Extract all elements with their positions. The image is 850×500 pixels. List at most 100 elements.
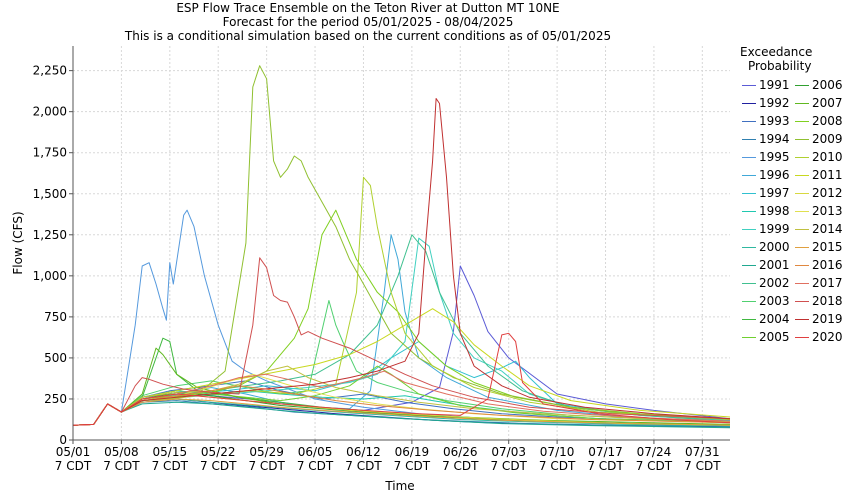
x-tick-sublabel: 7 CDT [152, 459, 189, 473]
x-tick-label: 05/22 [201, 445, 236, 459]
legend-label: 2012 [812, 186, 843, 200]
y-tick-label: 1,000 [33, 269, 67, 283]
legend-item-2013: 2013 [795, 202, 843, 220]
legend-label: 2014 [812, 222, 843, 236]
legend-label: 2020 [812, 330, 843, 344]
legend-swatch [742, 319, 756, 320]
legend-item-1996: 1996 [742, 166, 790, 184]
y-tick-label: 1,750 [33, 146, 67, 160]
y-axis-label: Flow (CFS) [11, 211, 25, 274]
y-tick-label: 0 [59, 433, 67, 447]
legend-label: 2005 [759, 330, 790, 344]
legend-item-1994: 1994 [742, 130, 790, 148]
legend-label: 1998 [759, 204, 790, 218]
x-tick-sublabel: 7 CDT [248, 459, 285, 473]
x-tick-sublabel: 7 CDT [636, 459, 673, 473]
x-tick-sublabel: 7 CDT [345, 459, 382, 473]
legend-item-2019: 2019 [795, 310, 843, 328]
legend-swatch [742, 85, 756, 86]
legend-label: 1996 [759, 168, 790, 182]
y-tick-label: 750 [44, 310, 67, 324]
legend-item-1997: 1997 [742, 184, 790, 202]
series-line-2018 [72, 257, 731, 426]
legend-swatch [795, 193, 809, 194]
legend-label: 2006 [812, 78, 843, 92]
legend-item-2006: 2006 [795, 76, 843, 94]
x-tick-label: 07/03 [491, 445, 526, 459]
legend-title-line-2: Probability [748, 59, 812, 73]
legend-label: 2015 [812, 240, 843, 254]
x-tick-label: 06/05 [298, 445, 333, 459]
legend-swatch [742, 157, 756, 158]
legend-item-2002: 2002 [742, 274, 790, 292]
series-line-1995 [72, 209, 731, 426]
legend-label: 2011 [812, 168, 843, 182]
y-tick-label: 250 [44, 392, 67, 406]
y-tick-label: 1,500 [33, 187, 67, 201]
y-tick-label: 2,000 [33, 105, 67, 119]
legend-swatch [795, 265, 809, 266]
legend-swatch [742, 103, 756, 104]
x-tick-label: 05/15 [153, 445, 188, 459]
x-tick-sublabel: 7 CDT [394, 459, 431, 473]
legend-item-2016: 2016 [795, 256, 843, 274]
legend-swatch [795, 175, 809, 176]
chart-series [72, 65, 731, 429]
y-tick-label: 2,250 [33, 64, 67, 78]
chart-title-line-3: This is a conditional simulation based o… [124, 29, 612, 43]
legend-swatch [742, 211, 756, 212]
legend-label: 1995 [759, 150, 790, 164]
y-tick-label: 1,250 [33, 228, 67, 242]
legend-item-2014: 2014 [795, 220, 843, 238]
legend-swatch [795, 301, 809, 302]
legend-swatch [795, 121, 809, 122]
legend-item-2005: 2005 [742, 328, 790, 346]
legend-item-2009: 2009 [795, 130, 843, 148]
legend-swatch [795, 283, 809, 284]
x-tick-label: 06/26 [443, 445, 478, 459]
legend-item-2007: 2007 [795, 94, 843, 112]
legend-label: 2013 [812, 204, 843, 218]
legend-label: 2000 [759, 240, 790, 254]
legend-label: 2016 [812, 258, 843, 272]
y-tick-label: 500 [44, 351, 67, 365]
legend-swatch [795, 247, 809, 248]
legend-swatch [742, 247, 756, 248]
x-tick-sublabel: 7 CDT [490, 459, 527, 473]
legend-label: 1999 [759, 222, 790, 236]
x-tick-label: 05/29 [249, 445, 284, 459]
x-tick-label: 05/01 [56, 445, 91, 459]
legend-item-2004: 2004 [742, 310, 790, 328]
legend-swatch [742, 301, 756, 302]
legend-label: 2007 [812, 96, 843, 110]
legend-swatch [795, 319, 809, 320]
legend-swatch [795, 337, 809, 338]
legend-label: 2001 [759, 258, 790, 272]
x-tick-sublabel: 7 CDT [103, 459, 140, 473]
legend-item-2020: 2020 [795, 328, 843, 346]
legend-item-2008: 2008 [795, 112, 843, 130]
legend-swatch [795, 229, 809, 230]
legend-swatch [742, 283, 756, 284]
legend-swatch [795, 211, 809, 212]
x-tick-sublabel: 7 CDT [539, 459, 576, 473]
x-tick-sublabel: 7 CDT [684, 459, 721, 473]
legend-item-2001: 2001 [742, 256, 790, 274]
x-tick-sublabel: 7 CDT [55, 459, 92, 473]
legend-item-2010: 2010 [795, 148, 843, 166]
legend-label: 2010 [812, 150, 843, 164]
legend-item-2000: 2000 [742, 238, 790, 256]
chart-grid [72, 46, 730, 441]
legend-swatch [742, 229, 756, 230]
legend-item-2012: 2012 [795, 184, 843, 202]
legend-swatch [795, 157, 809, 158]
legend-item-2017: 2017 [795, 274, 843, 292]
legend-label: 2008 [812, 114, 843, 128]
series-line-2020 [72, 332, 731, 426]
legend-label: 2017 [812, 276, 843, 290]
legend-label: 1993 [759, 114, 790, 128]
legend-item-2018: 2018 [795, 292, 843, 310]
x-tick-label: 07/24 [637, 445, 672, 459]
legend-swatch [795, 103, 809, 104]
x-tick-label: 07/17 [588, 445, 623, 459]
